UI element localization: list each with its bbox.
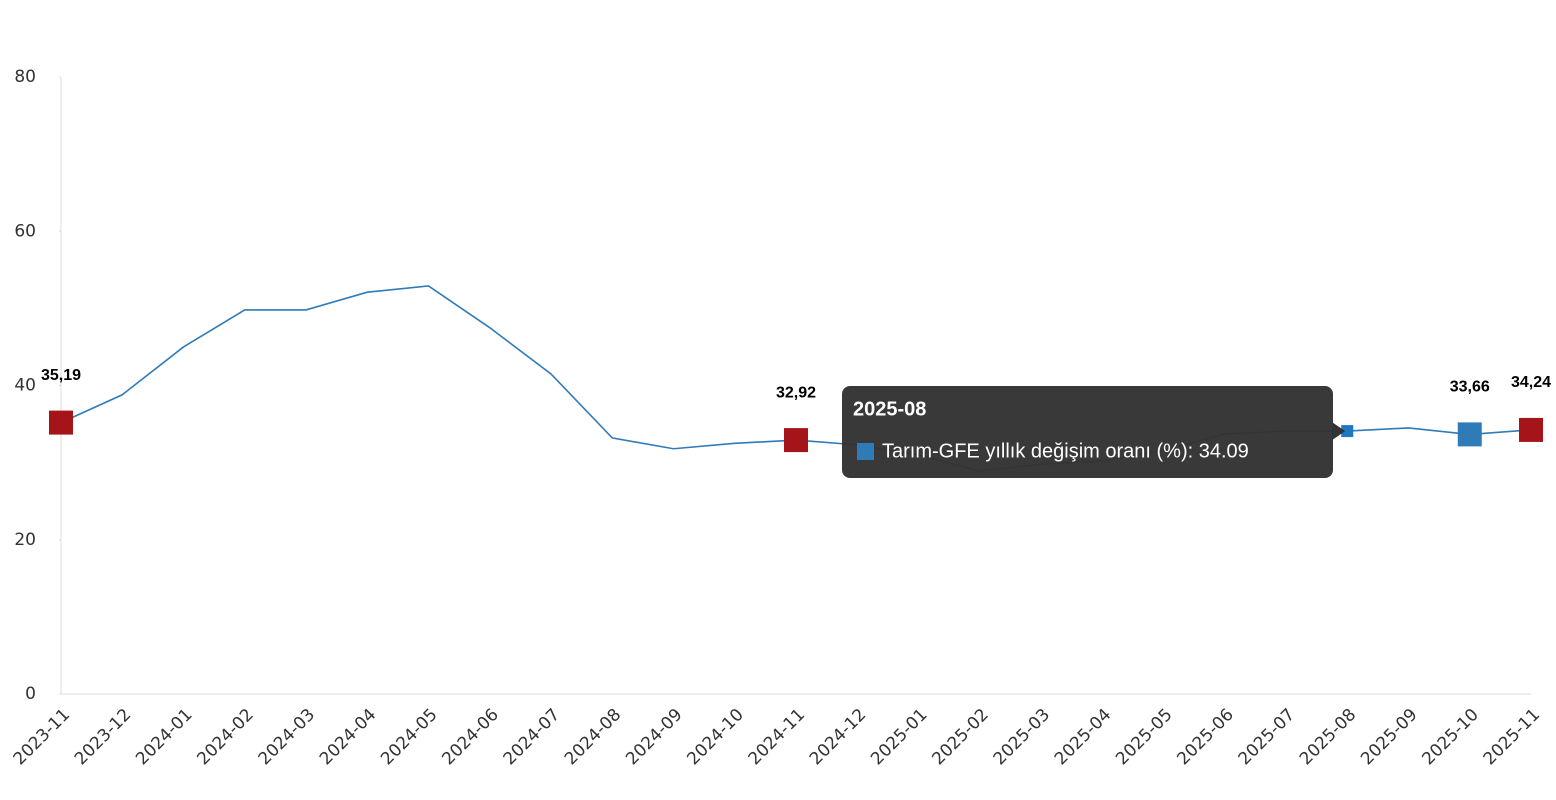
point-marker	[1457, 422, 1482, 447]
tooltip: 2025-08 Tarım-GFE yıllık değişim oranı (%…	[842, 386, 1346, 478]
x-tick-label: 2024-02	[193, 705, 257, 769]
x-tick-label: 2025-04	[1051, 705, 1115, 769]
x-tick-label: 2025-07	[1235, 705, 1299, 769]
y-tick-label: 0	[25, 684, 36, 704]
tooltip-swatch	[857, 443, 874, 460]
point-marker	[784, 428, 808, 453]
point-marker	[49, 410, 73, 435]
x-tick-label: 2024-03	[255, 705, 319, 769]
x-tick-label: 2024-11	[745, 705, 809, 769]
data-label: 34,24	[1511, 374, 1551, 391]
data-label: 32,92	[776, 384, 816, 401]
point-marker	[1519, 417, 1543, 442]
x-tick-label: 2025-11	[1480, 705, 1544, 769]
x-tick-label: 2025-02	[928, 705, 992, 769]
point-marker	[1341, 425, 1354, 438]
x-tick-label: 2025-10	[1418, 705, 1482, 769]
tooltip-box	[842, 386, 1333, 478]
x-tick-label: 2025-08	[1296, 705, 1360, 769]
x-tick-label: 2024-10	[683, 705, 747, 769]
x-tick-label: 2024-08	[561, 705, 625, 769]
x-tick-label: 2024-06	[438, 705, 502, 769]
x-tick-label: 2023-12	[71, 705, 135, 769]
data-label: 33,66	[1450, 379, 1490, 396]
y-tick-label: 40	[14, 376, 36, 396]
x-tick-label: 2024-01	[132, 705, 196, 769]
x-tick-label: 2025-09	[1357, 705, 1421, 769]
x-tick-label: 2023-11	[10, 705, 74, 769]
tooltip-arrow	[1332, 422, 1346, 441]
tooltip-text: Tarım-GFE yıllık değişim oranı (%): 34.0…	[882, 440, 1249, 462]
x-tick-label: 2024-07	[500, 705, 564, 769]
data-label: 35,19	[41, 367, 81, 384]
x-tick-label: 2024-04	[316, 705, 380, 769]
x-tick-label: 2025-01	[867, 705, 931, 769]
x-tick-label: 2024-09	[622, 705, 686, 769]
x-tick-label: 2025-03	[990, 705, 1054, 769]
y-tick-label: 60	[14, 221, 36, 241]
x-tick-label: 2024-05	[377, 705, 441, 769]
y-tick-label: 80	[14, 67, 36, 87]
x-tick-label: 2025-05	[1112, 705, 1176, 769]
tooltip-title: 2025-08	[853, 398, 926, 420]
x-tick-label: 2024-12	[806, 705, 870, 769]
x-tick-label: 2025-06	[1173, 705, 1237, 769]
y-tick-label: 20	[14, 530, 36, 550]
